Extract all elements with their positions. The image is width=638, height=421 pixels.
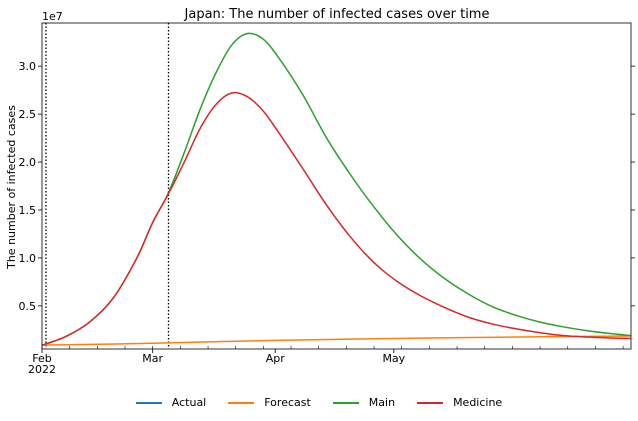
- legend-label: Forecast: [264, 396, 311, 409]
- legend-item-actual: Actual: [135, 396, 207, 409]
- y-tick-label: 0.5: [19, 300, 37, 313]
- legend-swatch: [135, 401, 162, 404]
- chart-title: Japan: The number of infected cases over…: [184, 7, 490, 22]
- legend-swatch: [332, 401, 359, 404]
- y-tick-label: 1.0: [19, 252, 37, 265]
- legend-label: Medicine: [453, 396, 503, 409]
- y-tick-label: 3.0: [19, 60, 37, 73]
- legend-item-forecast: Forecast: [228, 396, 311, 409]
- x-tick-label: May: [382, 352, 405, 365]
- y-offset-label: 1e7: [42, 10, 63, 23]
- plot-frame: [41, 22, 632, 350]
- vertical-markers: [45, 23, 170, 349]
- legend-swatch: [228, 401, 255, 404]
- series-lines: [41, 32, 632, 346]
- y-tick-label: 2.0: [19, 156, 37, 169]
- legend-item-medicine: Medicine: [417, 396, 502, 409]
- x-tick-label: Feb: [32, 352, 51, 365]
- series-line-forecast: [41, 335, 632, 346]
- legend-label: Main: [368, 396, 396, 409]
- x-tick-label: Apr: [266, 352, 286, 365]
- y-tick-label: 1.5: [19, 204, 37, 217]
- legend-label: Actual: [171, 396, 207, 409]
- legend: Actual Forecast Main Medicine: [0, 396, 638, 409]
- x-tick-label: Mar: [142, 352, 163, 365]
- y-tick-label: 2.5: [19, 108, 37, 121]
- y-axis-label: The number of infected cases: [5, 105, 18, 270]
- series-line-medicine: [41, 91, 632, 346]
- legend-swatch: [417, 401, 444, 404]
- x-tick-sublabel: 2022: [28, 363, 56, 376]
- series-line-main: [41, 32, 632, 346]
- legend-item-main: Main: [332, 396, 396, 409]
